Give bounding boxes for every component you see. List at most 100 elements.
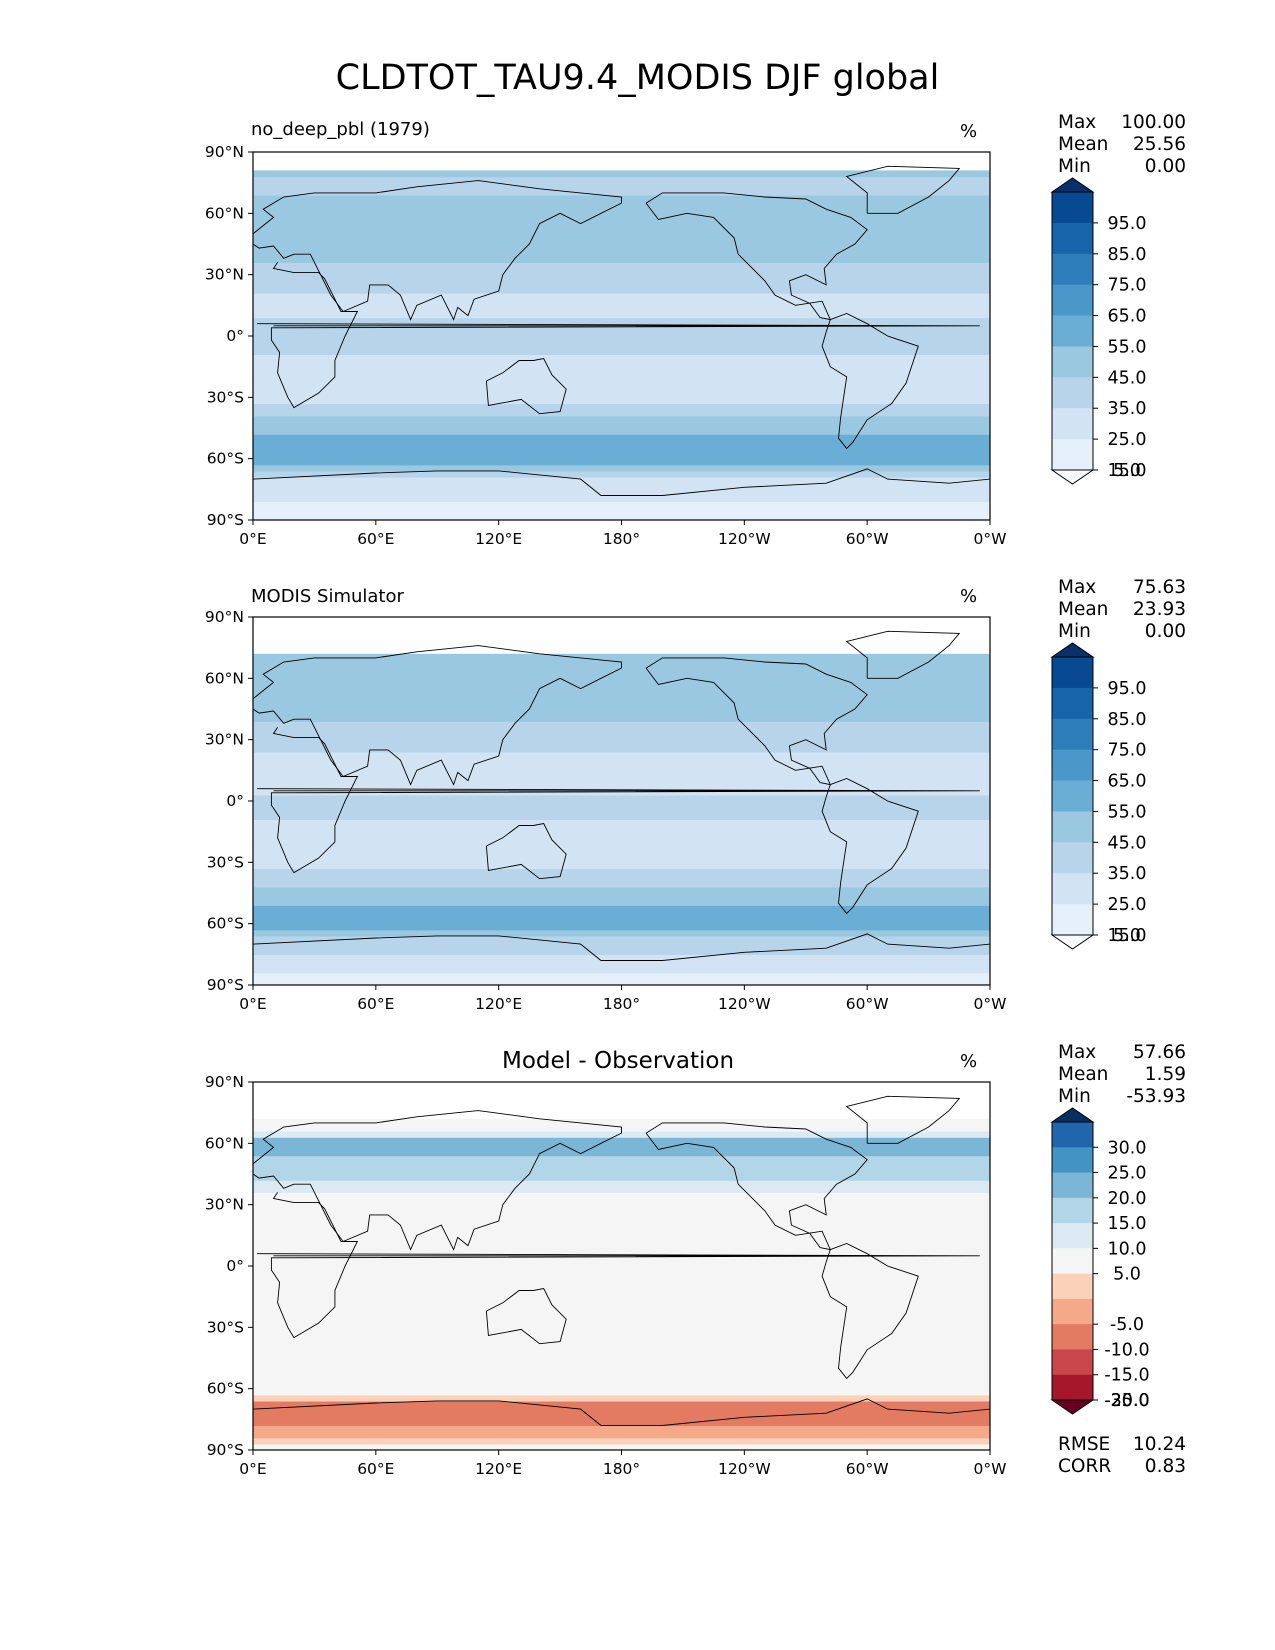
- y-tick-label: 60°S: [207, 1380, 244, 1398]
- colorbar-tick-label: 15.0: [1108, 1214, 1147, 1234]
- y-tick-label: 90°S: [207, 976, 244, 994]
- field-band: [253, 293, 990, 300]
- field-band: [253, 188, 990, 196]
- colorbar-segment: [1052, 657, 1093, 689]
- colorbar-tick-label: -30.0: [1104, 1391, 1149, 1411]
- colorbar-segment: [1052, 1248, 1093, 1275]
- colorbar-segment: [1052, 439, 1093, 471]
- coastline: [845, 630, 961, 679]
- colorbar-tick-label: 85.0: [1108, 245, 1147, 265]
- panel-title: Model - Observation: [502, 1048, 735, 1074]
- field-band: [253, 1216, 990, 1224]
- x-tick-label: 0°E: [239, 530, 266, 548]
- field-band: [253, 1413, 990, 1420]
- x-tick-label: 180°: [603, 995, 640, 1013]
- field-band: [253, 305, 990, 313]
- colorbar-tick-label: 55.0: [1108, 802, 1147, 822]
- colorbar-segment: [1052, 1273, 1093, 1300]
- field-band: [253, 905, 990, 912]
- x-tick-label: 0°W: [974, 1460, 1007, 1478]
- colorbar-tick-label: -20.0: [1104, 1391, 1149, 1411]
- x-tick-label: 120°W: [718, 995, 771, 1013]
- field-band: [253, 1186, 990, 1193]
- y-tick-label: 90°S: [207, 1441, 244, 1459]
- field-band: [253, 666, 990, 673]
- field-band: [253, 219, 990, 227]
- field-band: [253, 440, 990, 447]
- colorbar-segment: [1052, 1374, 1093, 1401]
- stat-min: 0.00: [1144, 621, 1186, 642]
- colorbar-tick-label: 55.0: [1108, 337, 1147, 357]
- y-tick-label: 30°S: [207, 1318, 244, 1336]
- field-band: [253, 1296, 990, 1304]
- colorbar-tick-label: 65.0: [1108, 772, 1147, 792]
- field-band: [253, 1382, 990, 1390]
- colorbar-extend-min: [1050, 1399, 1095, 1415]
- field-band: [253, 813, 990, 820]
- field-band: [253, 653, 990, 661]
- x-tick-label: 60°W: [846, 995, 889, 1013]
- field-band: [253, 770, 990, 778]
- colorbar-frame: [1051, 1121, 1094, 1401]
- field-band: [253, 231, 990, 239]
- field-band: [253, 862, 990, 870]
- field-band: [253, 899, 990, 906]
- field-band: [253, 483, 990, 490]
- colorbar-frame: [1051, 656, 1094, 936]
- field-band: [253, 428, 990, 435]
- field-band: [253, 678, 990, 686]
- colorbar-segment: [1052, 1147, 1093, 1174]
- field-band: [253, 176, 990, 184]
- field-band: [253, 1327, 990, 1335]
- field-band: [253, 201, 990, 208]
- coastline: [252, 645, 622, 786]
- y-tick-label: 90°N: [205, 143, 244, 161]
- units-label: %: [960, 1051, 978, 1072]
- colorbar-segment: [1052, 1349, 1093, 1376]
- field-band: [253, 280, 990, 288]
- field-band: [253, 329, 990, 337]
- field-band: [253, 1204, 990, 1212]
- x-tick-label: 180°: [603, 530, 640, 548]
- field-band: [253, 843, 990, 851]
- field-bands: [253, 170, 990, 521]
- field-band: [253, 935, 990, 943]
- field-band: [253, 354, 990, 362]
- colorbar: [1050, 1107, 1095, 1415]
- field-band: [253, 378, 990, 386]
- x-tick-label: 120°W: [718, 1460, 771, 1478]
- field-band: [253, 1235, 990, 1243]
- stat-max: 57.66: [1133, 1042, 1186, 1063]
- panel-observation: MODIS Simulator % Max 75.63 Mean 23.93 Min…: [0, 575, 1275, 1035]
- colorbar-segment: [1052, 377, 1093, 409]
- field-band: [253, 470, 990, 478]
- field-band: [253, 507, 990, 515]
- field-band: [253, 1198, 990, 1206]
- colorbar-tick-label: -10.0: [1104, 1340, 1149, 1360]
- field-band: [253, 1358, 990, 1365]
- field-band: [253, 452, 990, 460]
- colorbar-segment: [1052, 346, 1093, 378]
- field-band: [253, 709, 990, 716]
- stat-mean: 25.56: [1133, 134, 1186, 155]
- field-band: [253, 886, 990, 894]
- colorbar-tick-label: -5.0: [1110, 1315, 1144, 1335]
- colorbar-tick-label: 5.0: [1113, 1265, 1141, 1285]
- stat-mean: 23.93: [1133, 599, 1186, 620]
- field-band: [253, 929, 990, 937]
- stat-min: -53.93: [1126, 1086, 1186, 1107]
- x-tick-label: 0°E: [239, 995, 266, 1013]
- field-band: [253, 1259, 990, 1267]
- colorbar-segment: [1052, 842, 1093, 874]
- colorbar-segment: [1052, 253, 1093, 286]
- field-band: [253, 366, 990, 374]
- x-tick-label: 60°W: [846, 1460, 889, 1478]
- field-band: [253, 1278, 990, 1285]
- field-band: [253, 1443, 990, 1451]
- field-band: [253, 942, 990, 949]
- field-band: [253, 893, 990, 900]
- panel-model: no_deep_pbl (1979) % Max 100.00 Mean 25.56…: [0, 110, 1275, 570]
- map-svg: 0°E 60°E 120°E 180° 120°W 60°W 0°W 90°N 60°N 30°N…: [205, 608, 1147, 1013]
- field-band: [253, 274, 990, 282]
- figure-title: CLDTOT_TAU9.4_MODIS DJF global: [335, 58, 940, 98]
